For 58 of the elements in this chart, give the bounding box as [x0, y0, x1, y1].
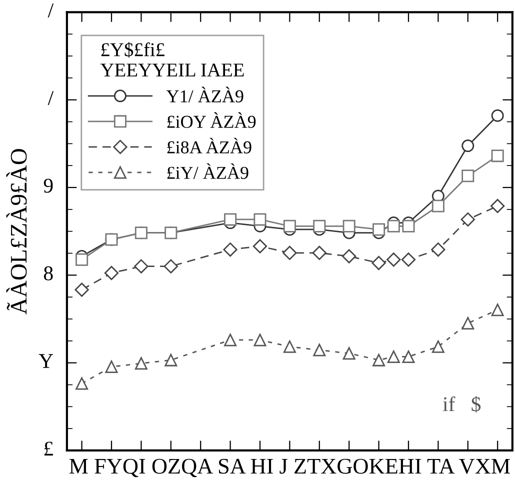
- point: [134, 259, 148, 274]
- point: [372, 354, 386, 366]
- text: /: [48, 91, 54, 106]
- point: [491, 304, 504, 316]
- text: /: [48, 3, 54, 18]
- point: [431, 242, 446, 257]
- point: [490, 198, 505, 214]
- text: 8: [44, 266, 53, 280]
- y-axis-title: ÃÀOL£ZÀ9£ÀO: [6, 149, 27, 314]
- point: [342, 347, 356, 360]
- point: [254, 334, 266, 346]
- point: [312, 246, 326, 260]
- point: [372, 256, 386, 270]
- point: [104, 266, 119, 280]
- point: [491, 150, 504, 162]
- point: [76, 377, 88, 390]
- point: [401, 252, 416, 267]
- point: [387, 220, 400, 232]
- point: [387, 350, 400, 363]
- point: [432, 340, 444, 353]
- point: [342, 249, 356, 264]
- text: Y: [38, 354, 54, 368]
- point: [491, 109, 504, 122]
- point: [134, 357, 148, 370]
- annotation: if $: [442, 396, 481, 413]
- legend-label: £i8A ÀZÀ9: [167, 138, 252, 154]
- legend-label: £iOY ÀZÀ9: [167, 112, 256, 128]
- point: [76, 253, 88, 266]
- point: [432, 200, 444, 212]
- point: [386, 252, 401, 267]
- point: [224, 334, 237, 346]
- point: [462, 316, 474, 330]
- point: [282, 246, 297, 260]
- point: [342, 220, 356, 232]
- text: £: [44, 442, 53, 456]
- point: [462, 140, 474, 152]
- point: [462, 170, 474, 182]
- point: [313, 220, 326, 232]
- legend-title: £Y$£fi£ YEEYYEIL IAEE: [100, 42, 244, 76]
- point: [224, 213, 237, 226]
- point: [74, 282, 89, 297]
- legend-label: Y1/ ÀZÀ9: [166, 86, 244, 102]
- text: 9: [44, 178, 53, 193]
- point: [283, 340, 296, 353]
- point: [105, 360, 118, 374]
- legend-label: £iY/ ÀZÀ9: [167, 163, 248, 179]
- point: [164, 354, 178, 366]
- point: [223, 242, 238, 257]
- point: [372, 223, 386, 236]
- x-axis-title: M FYQI OZQA SA HI J ZTXGOKEHI TA VXM: [69, 458, 510, 478]
- point: [402, 220, 415, 232]
- point: [252, 239, 268, 254]
- point: [460, 212, 475, 227]
- point: [283, 220, 296, 232]
- point: [402, 350, 415, 363]
- point: [164, 259, 178, 274]
- point: [254, 213, 266, 226]
- point: [313, 344, 326, 356]
